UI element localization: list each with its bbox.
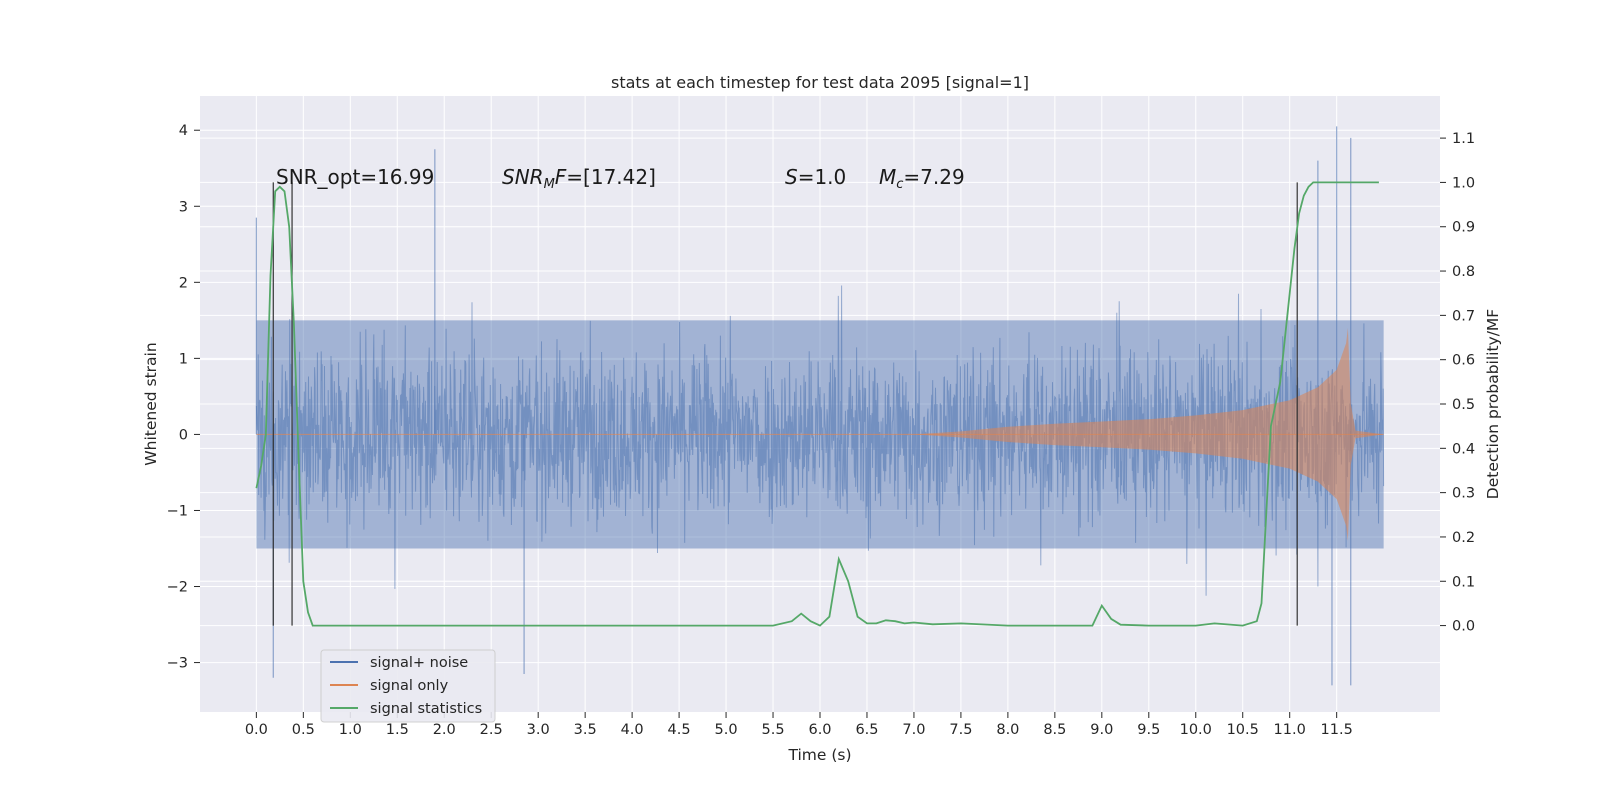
- y-tick-label: −1: [167, 503, 188, 519]
- x-tick-label: 5.5: [761, 722, 784, 738]
- y2-tick-label: 0.1: [1452, 574, 1475, 590]
- y-tick-label: 1: [179, 351, 188, 367]
- series-signal-only: [256, 328, 1384, 541]
- annotation-snr-opt: SNR_opt=16.99: [276, 165, 434, 189]
- y-tick-label: 2: [179, 275, 188, 291]
- series-signal-statistics: [255, 181, 1379, 627]
- y-tick-label: 0: [179, 427, 188, 443]
- s-value: =1.0: [798, 165, 847, 189]
- s-symbol: S: [785, 165, 798, 189]
- y2-tick-label: 1.0: [1452, 175, 1475, 191]
- y-tick-label: 4: [179, 123, 188, 139]
- x-tick-label: 8.0: [996, 722, 1019, 738]
- y2-tick-label: 0.9: [1452, 220, 1475, 236]
- snr-mf-main: SNR: [502, 165, 544, 189]
- x-tick-label: 9.5: [1137, 722, 1160, 738]
- x-tick-label: 3.0: [527, 722, 550, 738]
- x-tick-label: 0.5: [292, 722, 315, 738]
- x-tick-label: 10.5: [1227, 722, 1259, 738]
- x-tick-label: 6.5: [855, 722, 878, 738]
- legend-label-signal-noise: signal+ noise: [370, 655, 468, 671]
- snr-mf-value: =[17.42]: [566, 165, 656, 189]
- x-tick-label: 7.0: [902, 722, 925, 738]
- x-tick-label: 1.0: [339, 722, 362, 738]
- noise-trace: [255, 285, 1385, 596]
- x-tick-label: 1.5: [386, 722, 409, 738]
- y2-tick-label: 1.1: [1452, 131, 1475, 147]
- mc-value: =7.29: [903, 165, 964, 189]
- annotation-mc: Mc=7.29: [879, 165, 965, 192]
- y-tick-label: 3: [179, 199, 188, 215]
- y-axis-label: Whitened strain: [142, 342, 160, 465]
- x-tick-label: 7.5: [949, 722, 972, 738]
- x-tick-label: 8.5: [1043, 722, 1066, 738]
- y2-tick-label: 0.7: [1452, 308, 1475, 324]
- x-tick-label: 5.0: [715, 722, 738, 738]
- legend-label-signal-statistics: signal statistics: [370, 701, 482, 717]
- x-tick-label: 2.5: [480, 722, 503, 738]
- legend-label-signal-only: signal only: [370, 678, 449, 694]
- x-tick-label: 0.0: [245, 722, 268, 738]
- annotation-snr-mf: SNRMF=[17.42]: [502, 165, 656, 192]
- annotation-s: S=1.0: [785, 165, 846, 189]
- statistics-line: [255, 181, 1379, 627]
- y-tick-label: −3: [167, 656, 188, 672]
- x-axis-label: Time (s): [787, 746, 851, 764]
- axes: 0.0 0.5 1.0 1.5 2.0 2.5 3.0 3.5 4.0 4.5 5.0 5.5 6.0 6…: [167, 123, 1475, 738]
- y-tick-label: −2: [167, 580, 188, 596]
- chart-title: stats at each timestep for test data 209…: [611, 73, 1029, 92]
- x-tick-label: 9.0: [1090, 722, 1113, 738]
- y2-tick-label: 0.5: [1452, 397, 1475, 413]
- x-tick-label: 11.0: [1274, 722, 1306, 738]
- x-tick-label: 6.0: [808, 722, 831, 738]
- legend: signal+ noise signal only signal statist…: [320, 649, 496, 723]
- y2-tick-label: 0.0: [1452, 619, 1475, 635]
- snr-mf-tail: F: [555, 165, 567, 189]
- x-tick-label: 4.5: [668, 722, 691, 738]
- legend-box: [320, 649, 496, 723]
- y2-tick-label: 0.4: [1452, 441, 1475, 457]
- mc-symbol: M: [879, 165, 896, 189]
- x-tick-label: 4.0: [621, 722, 644, 738]
- x-tick-label: 11.5: [1321, 722, 1353, 738]
- x-tick-label: 2.0: [433, 722, 456, 738]
- x-tick-label: 10.0: [1180, 722, 1212, 738]
- y2-tick-label: 0.8: [1452, 264, 1475, 280]
- mc-sub: c: [896, 177, 903, 192]
- y2-tick-label: 0.2: [1452, 530, 1475, 546]
- y2-tick-label: 0.3: [1452, 486, 1475, 502]
- vertical-markers: [272, 182, 1298, 626]
- snr-mf-sub: M: [544, 177, 555, 192]
- y2-tick-label: 0.6: [1452, 353, 1475, 369]
- x-tick-label: 3.5: [574, 722, 597, 738]
- y2-axis-label: Detection probability/MF: [1484, 309, 1502, 500]
